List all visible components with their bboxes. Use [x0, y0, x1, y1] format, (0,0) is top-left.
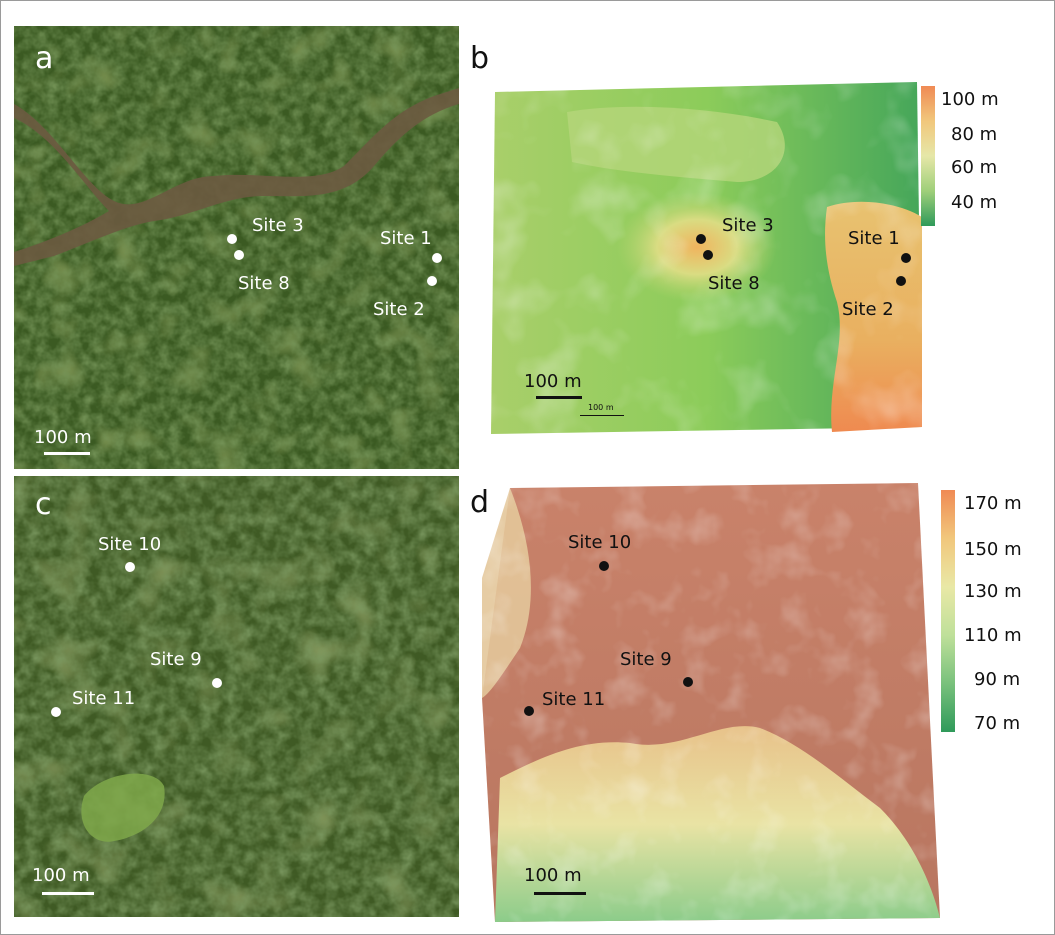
clearing: [81, 773, 165, 842]
panel-c-aerial-photo: [14, 476, 459, 917]
panel-b-site-3-marker: [696, 234, 706, 244]
panel-c-scale-label: 100 m: [32, 865, 90, 886]
panel-d-colorbar-label: 70 m: [974, 713, 1021, 734]
panel-c-letter: c: [35, 487, 52, 522]
panel-a-site-2-marker: [427, 276, 437, 286]
panel-a-site-1-label: Site 1: [380, 228, 432, 249]
panel-d-elevation-map: [480, 478, 944, 930]
panel-d-scale-label: 100 m: [524, 865, 582, 886]
panel-b-site-2-marker: [896, 276, 906, 286]
panel-a-scale-label: 100 m: [34, 427, 92, 448]
panel-b-scale-bar-small: [580, 415, 624, 416]
panel-a-site-8-marker: [234, 250, 244, 260]
panel-a-forest-texture: [14, 26, 459, 469]
panel-d-colorbar: [941, 490, 955, 732]
panel-c-forest-texture: [14, 476, 459, 917]
panel-b-colorbar-label: 40 m: [951, 192, 998, 213]
panel-b-elevation-map: [477, 82, 927, 437]
panel-b-site-3-label: Site 3: [722, 215, 774, 236]
panel-b-scale-bar: [536, 396, 582, 399]
panel-d-colorbar-label: 170 m: [964, 493, 1022, 514]
panel-a-site-8-label: Site 8: [238, 273, 290, 294]
panel-c-site-11-label: Site 11: [72, 688, 136, 709]
panel-d-site-9-label: Site 9: [620, 649, 672, 670]
panel-c-site-9-marker: [212, 678, 222, 688]
panel-c-site-10-label: Site 10: [98, 534, 162, 555]
panel-b-colorbar-label: 80 m: [951, 124, 998, 145]
panel-b-colorbar: [921, 86, 935, 226]
panel-d-site-11-label: Site 11: [542, 689, 606, 710]
panel-d-colorbar-label: 90 m: [974, 669, 1021, 690]
river: [14, 88, 459, 266]
panel-a-site-3-marker: [227, 234, 237, 244]
panel-d-scale-bar: [534, 892, 586, 895]
panel-a-site-3-label: Site 3: [252, 215, 304, 236]
panel-b-site-1-label: Site 1: [848, 228, 900, 249]
panel-d-letter: d: [470, 485, 490, 520]
panel-c-site-9-label: Site 9: [150, 649, 202, 670]
panel-b-terrain: [491, 82, 922, 434]
panel-c-site-11-marker: [51, 707, 61, 717]
panel-b-site-8-label: Site 8: [708, 273, 760, 294]
panel-b-site-2-label: Site 2: [842, 299, 894, 320]
panel-d-colorbar-label: 130 m: [964, 581, 1022, 602]
panel-d-site-10-label: Site 10: [568, 532, 632, 553]
panel-d-site-9-marker: [683, 677, 693, 687]
panel-c-scale-bar: [42, 892, 94, 895]
panel-a-site-2-label: Site 2: [373, 299, 425, 320]
panel-b-scale-label: 100 m: [524, 371, 582, 392]
panel-a-scale-bar: [44, 452, 90, 455]
panel-b-site-8-marker: [703, 250, 713, 260]
panel-b-scale-label-small: 100 m: [588, 403, 614, 412]
panel-a-site-1-marker: [432, 253, 442, 263]
panel-d-terrain: [482, 483, 940, 922]
panel-a-aerial-photo: [14, 26, 459, 469]
panel-d-site-10-marker: [599, 561, 609, 571]
panel-b-colorbar-label: 100 m: [941, 89, 999, 110]
panel-b-site-1-marker: [901, 253, 911, 263]
panel-b-letter: b: [470, 41, 490, 76]
panel-d-colorbar-label: 110 m: [964, 625, 1022, 646]
panel-a-letter: a: [35, 41, 54, 76]
panel-c-site-10-marker: [125, 562, 135, 572]
panel-d-colorbar-label: 150 m: [964, 539, 1022, 560]
panel-d-site-11-marker: [524, 706, 534, 716]
panel-b-colorbar-label: 60 m: [951, 157, 998, 178]
